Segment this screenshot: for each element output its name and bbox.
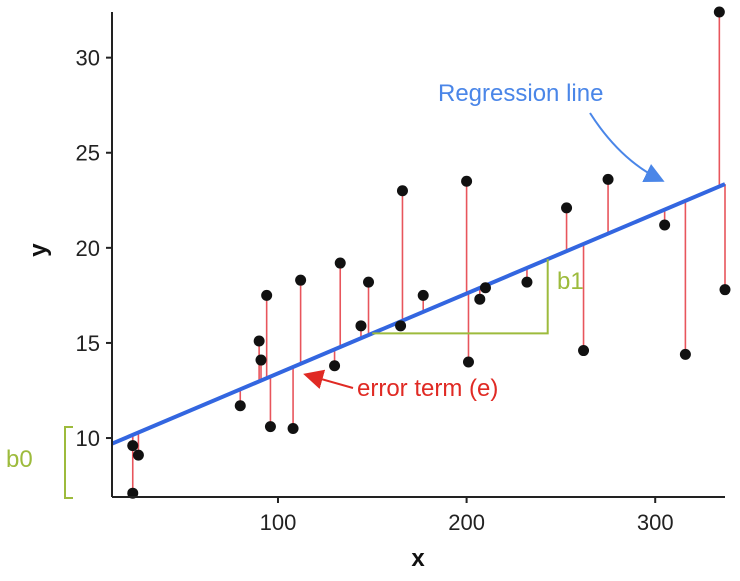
x-tick-label-300: 300 <box>637 510 674 535</box>
data-point-11 <box>329 360 341 372</box>
y-axis-title: y <box>25 243 52 257</box>
data-point-6 <box>255 354 267 366</box>
y-ticks: 10 15 20 25 30 <box>76 46 112 451</box>
data-point-12 <box>334 257 346 269</box>
regression-annotation-arrow <box>589 112 665 182</box>
y-tick-label-20: 20 <box>76 236 100 261</box>
data-point-19 <box>462 356 474 368</box>
data-point-3 <box>132 449 144 461</box>
data-point-16 <box>396 185 408 197</box>
y-tick-label-15: 15 <box>76 331 100 356</box>
data-point-18 <box>461 175 473 187</box>
data-point-14 <box>363 276 375 288</box>
error-term-annotation: error term (e) <box>357 375 498 402</box>
y-tick-label-25: 25 <box>76 141 100 166</box>
y-tick-label-30: 30 <box>76 46 100 71</box>
data-point-29 <box>719 284 731 296</box>
data-point-22 <box>521 276 533 288</box>
slope-triangle-path <box>372 259 549 335</box>
data-point-23 <box>561 202 573 214</box>
x-tick-label-100: 100 <box>260 510 297 535</box>
x-tick-label-200: 200 <box>448 510 485 535</box>
data-point-26 <box>659 219 671 231</box>
x-ticks: 100 200 300 <box>260 497 674 535</box>
data-point-13 <box>355 320 367 332</box>
x-axis-title: x <box>411 545 425 572</box>
slope-label: b1 <box>557 268 584 295</box>
intercept-bracket <box>64 426 73 499</box>
intercept-label: b0 <box>6 446 33 473</box>
data-point-15 <box>395 320 407 332</box>
data-point-1 <box>127 487 139 499</box>
residual-lines <box>131 12 726 494</box>
data-point-28 <box>713 6 725 18</box>
data-points <box>127 6 731 499</box>
data-point-27 <box>679 348 691 360</box>
regression-line <box>111 182 726 446</box>
data-point-25 <box>602 173 614 185</box>
slope-triangle <box>372 259 549 335</box>
regression-line-annotation: Regression line <box>438 80 603 107</box>
data-point-7 <box>261 289 273 301</box>
data-point-8 <box>264 421 276 433</box>
error-term-arrow <box>303 369 354 389</box>
y-tick-label-10: 10 <box>76 426 100 451</box>
data-point-9 <box>287 423 299 435</box>
data-point-10 <box>295 274 307 286</box>
data-point-5 <box>253 335 265 347</box>
data-point-17 <box>417 289 429 301</box>
data-point-20 <box>474 293 486 305</box>
data-point-4 <box>234 400 246 412</box>
data-point-24 <box>578 345 590 357</box>
data-point-21 <box>479 282 491 294</box>
data-point-2 <box>127 440 139 452</box>
